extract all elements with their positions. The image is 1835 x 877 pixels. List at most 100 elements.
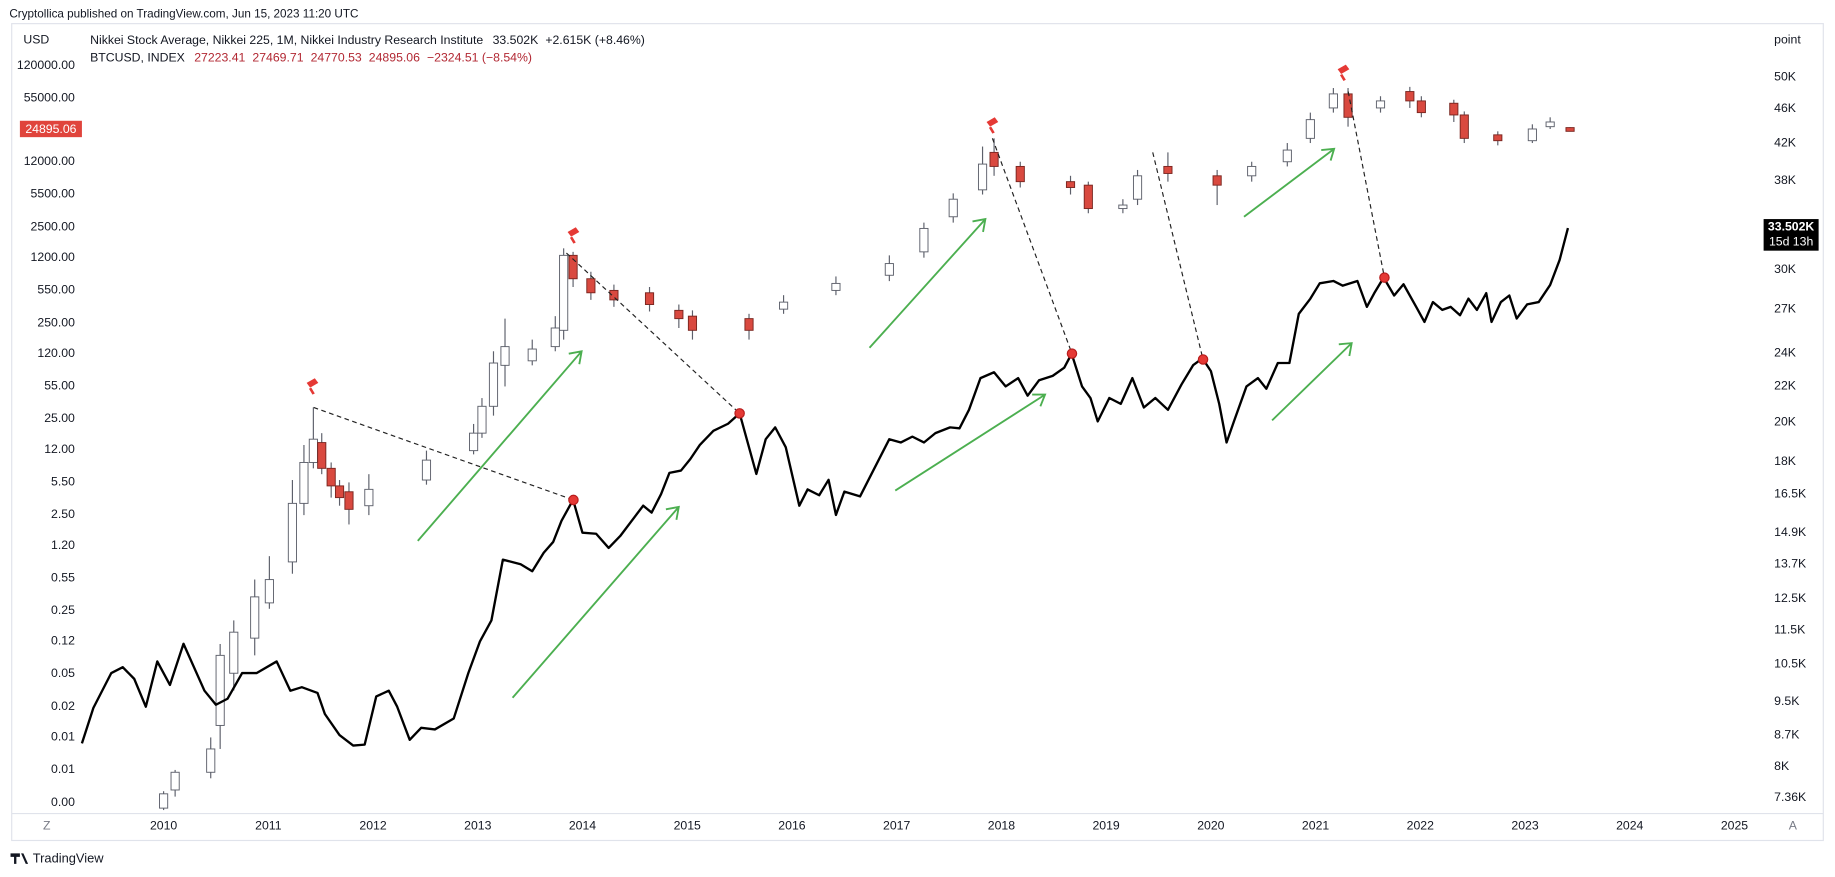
y-tick-label: 0.01	[51, 730, 75, 744]
hammer-icon	[986, 117, 999, 134]
y-tick-label: 2.50	[51, 507, 75, 521]
y2-tick-label: 14.9K	[1774, 525, 1807, 539]
candle-body	[287, 502, 297, 563]
y-tick-label: 0.00	[51, 795, 75, 809]
right-unit: point	[1774, 32, 1801, 46]
candle-body	[477, 405, 487, 434]
candle-body	[948, 198, 958, 218]
candle-body	[831, 282, 841, 291]
x-tick-label: 2024	[1616, 819, 1643, 833]
x-tick-label: 2018	[988, 819, 1015, 833]
y-tick-label: 250.00	[37, 315, 75, 329]
candle-body	[1305, 119, 1315, 139]
y2-tick-label: 13.7K	[1774, 557, 1807, 571]
candle-body	[170, 771, 180, 791]
candle-body	[500, 346, 510, 366]
y2-tick-label: 27K	[1774, 301, 1797, 315]
candle-body	[159, 793, 169, 809]
candle-body	[644, 292, 655, 305]
candle-body	[326, 467, 336, 487]
candle-body	[1375, 100, 1386, 109]
candle-body	[884, 263, 894, 276]
y-tick-label: 55000.00	[24, 91, 75, 105]
candle-body	[206, 748, 216, 773]
x-tick-label: 2016	[778, 819, 805, 833]
candle-body	[1328, 93, 1338, 109]
legend-value: 27223.41	[194, 51, 245, 65]
peak-marker	[1066, 348, 1078, 359]
hammer-icon	[567, 227, 580, 244]
legend-change: +2.615K (+8.46%)	[545, 33, 645, 47]
y-tick-label: 12000.00	[24, 154, 75, 168]
y2-tick-label: 7.36K	[1774, 790, 1807, 804]
footer-brand: TradingView	[33, 851, 104, 866]
green-arrow	[511, 505, 680, 699]
y-tick-label: 2500.00	[31, 219, 76, 233]
nikkei-badge-value: 33.502K	[1768, 220, 1815, 234]
publisher: Cryptollica published on TradingView.com…	[9, 7, 358, 20]
x-tick-label: 2011	[255, 819, 282, 833]
green-arrow	[868, 217, 987, 349]
y-tick-label: 0.55	[51, 570, 75, 584]
x-tick-label: 2023	[1511, 819, 1538, 833]
dashed-line	[1152, 152, 1204, 360]
y-tick-label: 5500.00	[31, 186, 76, 200]
candle-body	[250, 596, 260, 639]
dashed-line	[1347, 91, 1386, 278]
candle-body	[1163, 165, 1173, 174]
nikkei-badge-countdown: 15d 13h	[1769, 235, 1814, 249]
candle-body	[229, 631, 239, 674]
candle-body	[308, 438, 318, 463]
pane-border	[11, 23, 1824, 842]
candle-body	[344, 491, 354, 510]
x-tick-label: 2022	[1407, 819, 1434, 833]
candle-body	[1282, 149, 1292, 163]
scale-button[interactable]: A	[1789, 819, 1798, 833]
y-tick-label: 1200.00	[31, 250, 76, 264]
scale-button[interactable]: Z	[43, 819, 51, 833]
candle-body	[1132, 175, 1143, 200]
candle-body	[299, 461, 309, 504]
y2-tick-label: 22K	[1774, 378, 1797, 392]
x-tick-label: 2025	[1721, 819, 1748, 833]
candle-body	[1545, 121, 1555, 128]
x-tick-label: 2010	[150, 819, 177, 833]
plot	[80, 86, 1575, 811]
y-tick-label: 25.00	[44, 411, 75, 425]
y2-tick-label: 42K	[1774, 135, 1797, 149]
legend-nikkei: Nikkei Stock Average, Nikkei 225, 1M, Ni…	[90, 33, 645, 47]
green-arrow	[1271, 342, 1353, 422]
candle-body	[1449, 102, 1459, 116]
candle-body	[779, 301, 789, 310]
y2-tick-label: 38K	[1774, 173, 1797, 187]
y-tick-label: 0.02	[51, 699, 75, 713]
y2-tick-label: 18K	[1774, 454, 1797, 468]
candle-body	[1212, 175, 1222, 186]
candle-body	[568, 254, 578, 280]
candle-body	[1065, 181, 1076, 188]
candle-body	[469, 432, 479, 452]
candle-body	[317, 442, 327, 469]
candle-body	[977, 163, 988, 191]
candle-body	[559, 254, 569, 331]
candle-body	[364, 488, 374, 507]
candle-body	[215, 654, 225, 726]
y2-tick-label: 11.5K	[1774, 622, 1806, 636]
candle-body	[989, 151, 999, 167]
candle-body	[488, 362, 499, 407]
candle-body	[1459, 114, 1469, 139]
legend-name: Nikkei Stock Average, Nikkei 225, 1M, Ni…	[90, 33, 483, 47]
y2-tick-label: 9.5K	[1774, 694, 1800, 708]
candle-body	[421, 459, 432, 481]
candle-body	[1015, 165, 1025, 183]
y-tick-label: 0.05	[51, 666, 75, 680]
y-tick-label: 55.00	[44, 378, 75, 392]
x-tick-label: 2017	[883, 819, 910, 833]
candle-body	[1083, 184, 1093, 210]
legend-value: 24895.06	[369, 51, 420, 65]
x-tick-label: 2013	[464, 819, 491, 833]
legend-value: 27469.71	[252, 51, 303, 65]
y2-tick-label: 46K	[1774, 101, 1797, 115]
